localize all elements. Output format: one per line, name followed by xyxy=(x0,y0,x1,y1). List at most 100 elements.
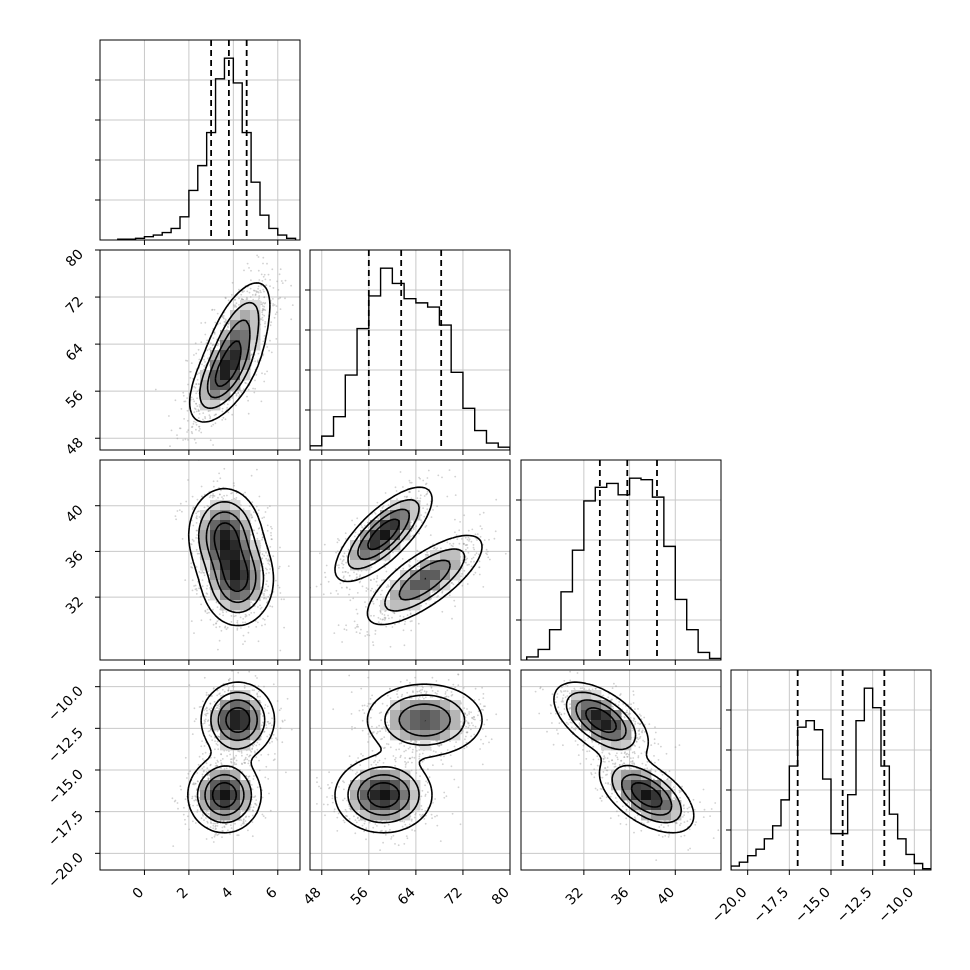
density-cell xyxy=(350,560,361,571)
scatter-point xyxy=(301,529,303,531)
scatter-point xyxy=(228,679,230,682)
scatter-point xyxy=(221,688,224,691)
scatter-point xyxy=(341,586,343,589)
scatter-point xyxy=(325,564,328,567)
scatter-point xyxy=(250,353,253,356)
scatter-point xyxy=(207,570,210,573)
scatter-point xyxy=(264,325,267,328)
scatter-point xyxy=(355,573,358,576)
scatter-point xyxy=(265,551,267,554)
density-cell xyxy=(200,540,211,551)
scatter-point xyxy=(465,544,468,546)
scatter-point xyxy=(235,305,238,308)
scatter-point xyxy=(202,418,204,421)
scatter-point xyxy=(204,361,206,363)
scatter-point xyxy=(263,305,266,308)
scatter-point xyxy=(203,572,206,574)
scatter-point xyxy=(441,610,444,613)
density-cell xyxy=(400,530,411,541)
scatter-point xyxy=(266,554,269,557)
density-cell xyxy=(390,530,401,541)
scatter-point xyxy=(446,541,449,544)
scatter-point xyxy=(451,582,453,584)
scatter-point xyxy=(250,514,253,517)
scatter-point xyxy=(240,627,242,629)
scatter-point xyxy=(482,586,485,588)
scatter-point xyxy=(268,560,271,563)
scatter-point xyxy=(201,495,204,498)
scatter-point xyxy=(222,316,225,319)
scatter-point xyxy=(263,596,266,599)
scatter-point xyxy=(472,573,475,576)
scatter-point xyxy=(243,762,246,764)
scatter-point xyxy=(264,278,267,281)
scatter-point xyxy=(263,590,266,593)
scatter-point xyxy=(204,751,207,754)
scatter-point xyxy=(254,519,257,522)
scatter-point xyxy=(212,827,215,830)
density-cell xyxy=(220,570,231,581)
scatter-point xyxy=(272,287,275,289)
scatter-point xyxy=(377,616,380,619)
scatter-point xyxy=(483,539,486,541)
scatter-point xyxy=(381,579,383,582)
density-cell xyxy=(380,520,391,531)
scatter-point xyxy=(432,509,434,511)
scatter-point xyxy=(353,523,356,526)
scatter-point xyxy=(479,513,481,516)
scatter-point xyxy=(431,591,434,593)
scatter-point xyxy=(379,610,382,613)
scatter-point xyxy=(190,362,193,364)
scatter-point xyxy=(461,584,464,587)
scatter-point xyxy=(319,552,321,555)
scatter-point xyxy=(262,340,265,343)
density-cell xyxy=(440,550,451,561)
scatter-point xyxy=(260,318,262,321)
scatter-point xyxy=(207,410,210,412)
scatter-point xyxy=(195,410,198,413)
scatter-point xyxy=(214,828,217,830)
scatter-point xyxy=(263,335,266,337)
scatter-point xyxy=(224,297,227,300)
scatter-point xyxy=(366,633,369,636)
scatter-point xyxy=(245,615,248,617)
density-cell xyxy=(220,330,231,341)
scatter-point xyxy=(277,567,280,570)
scatter-point xyxy=(154,388,157,391)
scatter-point xyxy=(437,474,440,477)
scatter-point xyxy=(279,592,282,594)
scatter-point xyxy=(216,740,219,743)
scatter-point xyxy=(353,620,356,623)
scatter-point xyxy=(381,589,383,592)
scatter-point xyxy=(354,627,357,629)
scatter-point xyxy=(264,817,267,819)
scatter-point xyxy=(205,812,208,814)
density-cell xyxy=(230,530,241,541)
density-cell xyxy=(210,550,221,561)
scatter-point xyxy=(187,772,190,775)
scatter-point xyxy=(193,385,195,388)
scatter-point xyxy=(351,519,353,522)
scatter-point xyxy=(343,628,346,631)
scatter-point xyxy=(202,412,205,414)
scatter-point xyxy=(284,297,286,300)
scatter-point xyxy=(396,498,398,500)
scatter-point xyxy=(233,497,236,500)
scatter-point xyxy=(339,582,342,585)
scatter-point xyxy=(197,763,200,766)
scatter-point xyxy=(214,824,217,827)
density-cell xyxy=(250,550,261,561)
scatter-point xyxy=(277,289,280,291)
scatter-point xyxy=(472,546,475,549)
scatter-point xyxy=(231,413,234,416)
scatter-point xyxy=(280,598,283,601)
scatter-point xyxy=(279,308,282,310)
scatter-point xyxy=(251,516,254,518)
scatter-point xyxy=(266,507,269,509)
scatter-point xyxy=(336,550,339,553)
scatter-point xyxy=(195,516,198,519)
scatter-point xyxy=(213,331,216,334)
density-cell xyxy=(210,360,221,371)
scatter-point xyxy=(195,402,198,405)
scatter-point xyxy=(268,572,270,574)
